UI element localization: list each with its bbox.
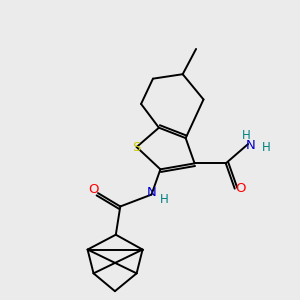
Text: O: O [88, 183, 99, 196]
Text: O: O [235, 182, 245, 195]
Text: H: H [262, 140, 271, 154]
Text: S: S [132, 140, 141, 154]
Text: H: H [242, 129, 251, 142]
Text: N: N [246, 139, 256, 152]
Text: N: N [147, 186, 156, 199]
Text: H: H [160, 193, 168, 206]
